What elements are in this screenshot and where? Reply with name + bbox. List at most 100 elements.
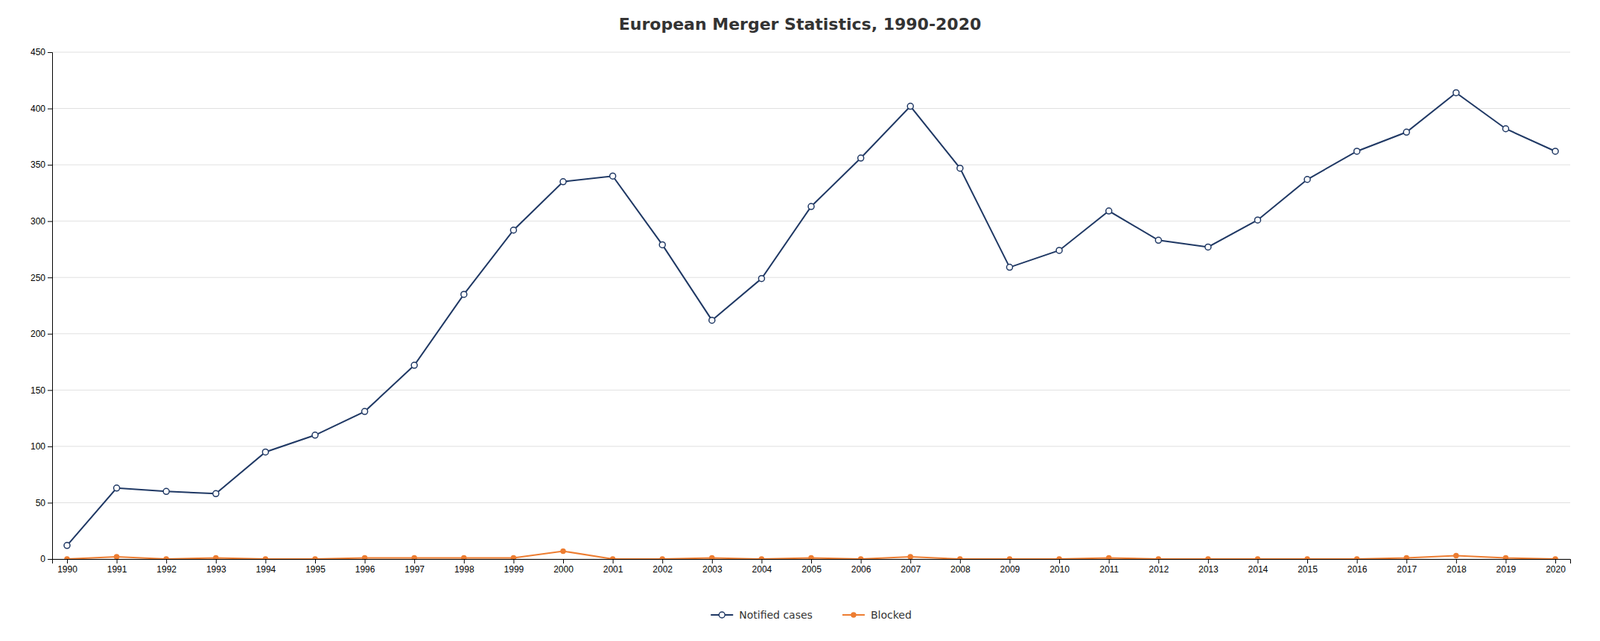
x-tick-mark [1009, 558, 1011, 564]
grid-line [52, 164, 1571, 166]
y-tick-mark [47, 52, 53, 53]
data-point [1454, 552, 1459, 558]
grid [52, 52, 1571, 559]
y-tick-label: 350 [30, 159, 46, 170]
x-tick: 2011 [1099, 558, 1119, 575]
x-tick: 2009 [1000, 558, 1021, 575]
y-tick-mark [47, 277, 53, 278]
y-tick: 50 [35, 497, 53, 509]
x-tick: 2014 [1248, 558, 1269, 575]
x-tick-label: 2006 [851, 563, 872, 575]
data-point [461, 554, 467, 559]
y-tick: 100 [30, 440, 53, 452]
data-point [113, 484, 120, 491]
x-tick: 2013 [1198, 558, 1219, 575]
x-tick: 2003 [702, 558, 723, 575]
x-tick: 2008 [950, 558, 971, 575]
data-point [1056, 247, 1063, 254]
data-point [213, 490, 219, 497]
data-point [907, 103, 914, 110]
data-point [610, 556, 616, 559]
data-point [312, 556, 318, 559]
data-point [461, 291, 468, 298]
x-tick-mark [1456, 558, 1457, 564]
x-tick: 1995 [305, 558, 326, 575]
legend: Notified cases Blocked [710, 608, 912, 621]
x-tick: 2004 [752, 558, 773, 575]
x-tick: 2000 [553, 558, 574, 575]
x-tick: 2007 [900, 558, 921, 575]
data-point [1552, 148, 1559, 155]
x-tick-mark [811, 558, 812, 564]
x-axis-line [52, 559, 1571, 564]
data-point [64, 542, 71, 549]
y-tick: 200 [30, 328, 53, 339]
x-tick-label: 1994 [256, 563, 277, 575]
x-tick-label: 2016 [1347, 563, 1368, 575]
chart: 1990199119921993199419951996199719981999… [0, 0, 1600, 641]
y-tick-mark [47, 164, 53, 166]
data-point [1503, 554, 1508, 559]
x-tick-label: 2015 [1297, 563, 1318, 575]
data-point [758, 275, 765, 282]
y-tick-mark [47, 333, 53, 335]
data-point [1006, 264, 1013, 271]
x-tick-label: 2020 [1545, 563, 1566, 575]
y-axis: 050100150200250300350400450 [30, 46, 53, 564]
data-point [957, 165, 964, 172]
x-tick-label: 1995 [305, 563, 326, 575]
y-tick-label: 150 [30, 385, 46, 396]
data-point [858, 154, 865, 161]
y-tick-mark [47, 389, 53, 391]
x-tick-label: 2001 [603, 563, 624, 575]
x-tick-mark [364, 558, 366, 564]
x-tick: 2005 [801, 558, 822, 575]
x-tick-mark [166, 558, 167, 564]
data-point [114, 554, 120, 559]
x-tick-label: 1990 [57, 563, 78, 575]
y-tick-label: 50 [35, 497, 47, 509]
y-tick: 0 [40, 553, 53, 564]
data-point [1304, 176, 1311, 183]
data-point [1502, 125, 1509, 132]
grid-line [52, 52, 1571, 53]
x-tick-mark [464, 558, 465, 564]
data-point [1404, 554, 1409, 559]
x-tick: 1990 [57, 558, 78, 575]
x-tick-mark [265, 558, 266, 564]
y-tick-label: 250 [30, 272, 46, 284]
legend-item: Notified cases [710, 608, 813, 621]
data-point [1205, 243, 1212, 250]
data-point [510, 227, 517, 234]
y-tick-label: 300 [30, 216, 46, 227]
plot-area: 1990199119921993199419951996199719981999… [30, 46, 1571, 574]
y-tick-mark [47, 502, 53, 503]
y-tick: 250 [30, 272, 53, 284]
y-tick: 450 [30, 46, 53, 58]
y-tick-mark [47, 221, 53, 222]
x-tick: 2010 [1049, 558, 1070, 575]
y-tick-mark [47, 108, 53, 110]
x-tick-mark [1109, 558, 1110, 564]
x-tick-label: 2011 [1099, 563, 1119, 575]
legend-item: Blocked [842, 608, 912, 621]
x-tick-mark [414, 558, 415, 564]
x-tick-mark [1257, 558, 1259, 564]
x-tick: 1996 [355, 558, 376, 575]
x-tick-mark [1555, 558, 1557, 564]
series [64, 89, 1559, 548]
x-tick-mark [315, 558, 316, 564]
y-tick: 300 [30, 216, 53, 227]
data-point [262, 556, 268, 559]
x-tick: 2018 [1446, 558, 1467, 575]
x-tick-mark [1357, 558, 1358, 564]
x-tick-mark [216, 558, 217, 564]
data-point [163, 487, 170, 494]
data-point [1156, 556, 1161, 559]
data-point [1354, 148, 1361, 155]
grid-line [52, 332, 1571, 334]
data-point [1255, 556, 1260, 559]
x-tick-mark [513, 558, 514, 564]
data-point [1453, 89, 1460, 96]
x-tick-mark [116, 558, 118, 564]
